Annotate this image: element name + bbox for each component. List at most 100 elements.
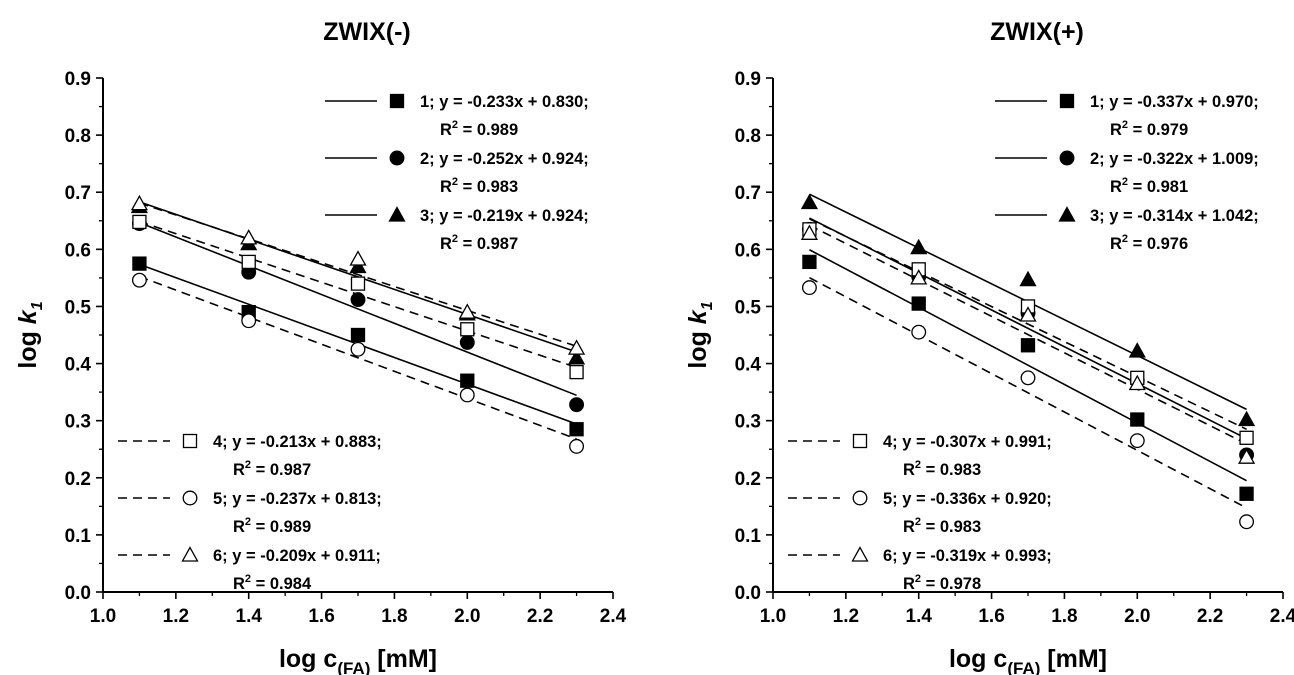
data-point-series-4 — [132, 214, 147, 230]
data-point-series-1 — [1020, 338, 1036, 353]
data-point-series-2 — [459, 334, 475, 350]
fit-line-series-1 — [809, 249, 1247, 482]
y-tick-label: 0.7 — [735, 183, 761, 204]
data-point-series-6 — [567, 339, 586, 355]
data-point-series-6 — [800, 224, 819, 240]
chart-title: ZWIX(+) — [990, 18, 1084, 46]
x-tick-label: 2.4 — [600, 606, 627, 627]
legend-marker-series-5 — [182, 490, 198, 506]
y-tick-label: 0.9 — [65, 69, 91, 90]
data-point-series-4 — [1239, 430, 1254, 445]
data-point-series-5 — [350, 341, 366, 357]
y-tick-label: 0.1 — [65, 526, 92, 547]
data-point-series-5 — [1129, 433, 1145, 449]
legend-r2-series-1: R2 = 0.989 — [440, 119, 518, 139]
legend-marker-series-6 — [851, 546, 869, 562]
data-point-series-6 — [349, 250, 367, 266]
legend-r2-series-5: R2 = 0.989 — [233, 516, 311, 536]
legend-equation-series-6: 6; y = -0.209x + 0.911; — [213, 547, 381, 565]
legend-marker-series-4 — [182, 433, 198, 449]
y-tick-label: 0.4 — [65, 355, 92, 376]
x-axis-label: log c(FA) [mM] — [279, 645, 437, 675]
y-tick-label: 0.6 — [735, 240, 761, 261]
y-tick-label: 0.6 — [65, 240, 91, 261]
data-point-series-3 — [1237, 410, 1256, 427]
data-point-series-5 — [569, 438, 585, 454]
y-tick-label: 0.2 — [65, 469, 91, 490]
legend-marker-series-1 — [389, 93, 405, 109]
data-point-series-1 — [569, 422, 584, 437]
legend-equation-series-5: 5; y = -0.336x + 0.920; — [883, 490, 1052, 508]
data-point-series-1 — [350, 327, 366, 343]
data-point-series-1 — [460, 373, 475, 388]
legend-r2-series-4: R2 = 0.987 — [233, 459, 311, 479]
data-point-series-1 — [132, 256, 147, 271]
legend-r2-series-6: R2 = 0.984 — [233, 573, 312, 593]
legend-r2-series-3: R2 = 0.976 — [1110, 233, 1188, 253]
y-tick-label: 0.8 — [735, 126, 761, 147]
legend-equation-series-5: 5; y = -0.237x + 0.813; — [213, 490, 382, 508]
data-point-series-4 — [241, 254, 256, 270]
data-point-series-3 — [1128, 342, 1146, 358]
data-point-series-2 — [569, 397, 585, 413]
x-tick-label: 1.8 — [381, 606, 407, 627]
legend-r2-series-1: R2 = 0.979 — [1110, 119, 1188, 139]
data-point-series-3 — [567, 349, 586, 365]
x-tick-label: 2.2 — [1197, 606, 1223, 627]
y-tick-label: 0.9 — [735, 69, 761, 90]
data-point-series-5 — [459, 387, 475, 403]
fit-line-series-6 — [809, 224, 1247, 445]
fit-line-series-5 — [139, 275, 577, 440]
legend-equation-series-3: 3; y = -0.219x + 0.924; — [420, 207, 589, 225]
x-tick-label: 2.2 — [527, 606, 553, 627]
x-tick-label: 2.4 — [1270, 606, 1294, 627]
data-point-series-6 — [1019, 306, 1037, 322]
y-tick-label: 0.3 — [735, 412, 761, 433]
data-point-series-4 — [460, 322, 475, 337]
x-tick-label: 2.0 — [454, 606, 480, 627]
x-axis-label: log c(FA) [mM] — [949, 645, 1107, 675]
data-point-series-3 — [349, 257, 367, 274]
legend-marker-series-6 — [181, 546, 199, 562]
data-point-series-5 — [911, 324, 927, 340]
x-tick-label: 1.6 — [978, 606, 1004, 627]
data-point-series-4 — [350, 276, 366, 291]
data-point-series-6 — [130, 194, 149, 211]
legend-equation-series-2: 2; y = -0.322x + 1.009; — [1090, 150, 1259, 168]
data-point-series-5 — [241, 313, 257, 329]
legend-equation-series-6: 6; y = -0.319x + 0.993; — [883, 547, 1052, 565]
legend-equation-series-3: 3; y = -0.314x + 1.042; — [1090, 207, 1259, 225]
data-point-series-6 — [910, 269, 928, 285]
y-tick-label: 0.0 — [735, 583, 761, 604]
y-axis-label: log k1 — [684, 301, 716, 368]
x-tick-label: 1.0 — [760, 606, 786, 627]
legend-equation-series-1: 1; y = -0.337x + 0.970; — [1090, 93, 1259, 111]
data-point-series-5 — [1239, 514, 1255, 530]
y-tick-label: 0.3 — [65, 412, 91, 433]
x-tick-label: 1.4 — [236, 606, 263, 627]
x-tick-label: 1.4 — [906, 606, 933, 627]
legend-marker-series-5 — [852, 490, 868, 506]
legend-equation-series-4: 4; y = -0.213x + 0.883; — [213, 433, 382, 451]
data-point-series-1 — [1130, 412, 1145, 427]
y-axis-label: log k1 — [14, 301, 46, 368]
chart-title: ZWIX(-) — [323, 18, 410, 46]
data-point-series-1 — [911, 296, 926, 311]
data-point-series-3 — [1019, 270, 1037, 287]
data-point-series-3 — [800, 193, 819, 210]
fit-line-series-2 — [139, 221, 577, 397]
y-tick-label: 0.0 — [65, 583, 91, 604]
data-point-series-2 — [350, 292, 366, 308]
data-point-series-1 — [802, 254, 817, 270]
chart-panel-2: ZWIX(+) 1.0 1.2 1.4 1.6 1.8 2.0 2.2 2.4 0.0 0.1 0.2… — [684, 18, 1294, 675]
y-tick-label: 0.2 — [735, 469, 761, 490]
legend-r2-series-2: R2 = 0.983 — [440, 176, 518, 196]
y-tick-label: 0.8 — [65, 126, 91, 147]
data-point-series-6 — [1128, 374, 1146, 391]
x-tick-label: 1.2 — [163, 606, 189, 627]
data-point-series-5 — [1020, 370, 1036, 386]
legend-equation-series-1: 1; y = -0.233x + 0.830; — [420, 93, 589, 111]
data-point-series-6 — [240, 229, 258, 245]
data-point-series-3 — [910, 238, 928, 255]
